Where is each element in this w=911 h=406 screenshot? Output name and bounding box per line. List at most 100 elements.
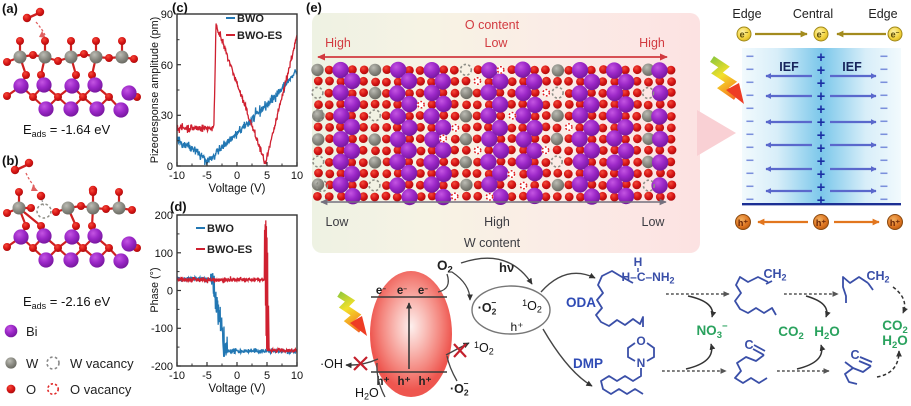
svg-text:Edge: Edge: [868, 7, 897, 21]
svg-text:O: O: [636, 334, 645, 348]
svg-text:e−: e−: [376, 285, 386, 297]
svg-text:C: C: [850, 348, 859, 362]
svg-text:60: 60: [161, 60, 173, 72]
svg-text:90: 90: [161, 9, 173, 21]
svg-text:Pizeoresponse amplitude (pm): Pizeoresponse amplitude (pm): [149, 17, 161, 163]
svg-text:0: 0: [234, 170, 240, 182]
svg-text:High: High: [639, 36, 665, 50]
svg-text:e−: e−: [891, 30, 900, 40]
svg-text:BWO: BWO: [237, 13, 264, 25]
svg-text:0: 0: [167, 161, 173, 173]
svg-text:BWO-ES: BWO-ES: [237, 30, 282, 42]
svg-text:+: +: [817, 115, 825, 131]
svg-text:hν: hν: [499, 260, 514, 275]
svg-text:30: 30: [161, 110, 173, 122]
svg-text:−: −: [746, 61, 754, 77]
svg-text:+: +: [817, 193, 825, 209]
svg-text:W content: W content: [464, 236, 521, 250]
svg-text:IEF: IEF: [842, 60, 862, 74]
svg-text:100: 100: [155, 248, 173, 260]
svg-text:H2O: H2O: [882, 333, 908, 351]
svg-text:−: −: [880, 191, 888, 207]
svg-text:−: −: [746, 165, 754, 181]
svg-text:−: −: [746, 87, 754, 103]
svg-text:−: −: [746, 191, 754, 207]
svg-text:Bi: Bi: [26, 324, 38, 339]
svg-text:O vacancy: O vacancy: [70, 382, 132, 397]
svg-text:+: +: [817, 180, 825, 196]
svg-text:DMP: DMP: [573, 356, 603, 371]
svg-text:+: +: [817, 63, 825, 79]
svg-text:e−: e−: [397, 285, 407, 297]
svg-text:−: −: [880, 61, 888, 77]
svg-text:h⁺: h⁺: [418, 376, 431, 388]
svg-text:Phase (°): Phase (°): [149, 267, 161, 312]
svg-text:h⁺: h⁺: [738, 218, 748, 228]
svg-text:-5: -5: [202, 170, 212, 182]
svg-text:CH2: CH2: [763, 267, 786, 283]
svg-text:H2O: H2O: [814, 324, 840, 342]
svg-text:-100: -100: [151, 323, 173, 335]
svg-text:Central: Central: [793, 7, 833, 21]
svg-text:C: C: [744, 338, 753, 352]
svg-text:−: −: [746, 100, 754, 116]
svg-text:(c): (c): [172, 0, 188, 15]
svg-text:(b): (b): [2, 153, 19, 168]
svg-text:h⁺: h⁺: [397, 376, 410, 388]
svg-text:-10: -10: [169, 170, 185, 182]
svg-text:−: −: [880, 113, 888, 129]
svg-text:Edge: Edge: [732, 7, 761, 21]
svg-text:−: −: [880, 100, 888, 116]
svg-text:5: 5: [264, 170, 270, 182]
svg-text:e−: e−: [817, 30, 826, 40]
svg-text:Low: Low: [642, 215, 666, 229]
svg-text:O content: O content: [465, 18, 520, 32]
svg-text:−: −: [880, 139, 888, 155]
svg-text:0: 0: [167, 286, 173, 298]
svg-text:+: +: [817, 167, 825, 183]
svg-text:5: 5: [264, 370, 270, 382]
svg-text:·OH: ·OH: [320, 357, 343, 371]
svg-text:0: 0: [234, 370, 240, 382]
svg-text:+: +: [817, 154, 825, 170]
svg-text:−: −: [880, 87, 888, 103]
svg-text:+: +: [817, 89, 825, 105]
svg-text:10: 10: [291, 370, 303, 382]
svg-text:+: +: [817, 141, 825, 157]
svg-text:−: −: [880, 126, 888, 142]
svg-text:(e): (e): [306, 0, 322, 15]
svg-text:-200: -200: [151, 361, 173, 373]
svg-text:−: −: [746, 113, 754, 129]
svg-text:High: High: [325, 36, 351, 50]
svg-text:H–C–NH2: H–C–NH2: [621, 270, 674, 286]
svg-text:−: −: [880, 152, 888, 168]
svg-text:High: High: [484, 215, 510, 229]
svg-text:BWO: BWO: [207, 223, 234, 235]
svg-text:H2O: H2O: [355, 386, 379, 401]
svg-text:1O2: 1O2: [474, 340, 494, 357]
svg-text:-5: -5: [202, 370, 212, 382]
svg-text:Voltage (V): Voltage (V): [209, 183, 266, 195]
svg-text:(a): (a): [2, 1, 18, 16]
svg-text:W vacancy: W vacancy: [70, 356, 134, 371]
svg-text:IEF: IEF: [779, 60, 799, 74]
svg-text:ODA: ODA: [566, 295, 596, 310]
svg-text:·O2−: ·O2−: [478, 298, 497, 317]
svg-text:+: +: [817, 76, 825, 92]
svg-text:+: +: [817, 128, 825, 144]
svg-text:−: −: [746, 178, 754, 194]
svg-text:N: N: [637, 356, 646, 370]
svg-text:CO2: CO2: [882, 318, 908, 336]
svg-text:Low: Low: [485, 36, 509, 50]
svg-text:CH2: CH2: [866, 269, 889, 285]
svg-text:−: −: [880, 165, 888, 181]
svg-text:h⁺: h⁺: [890, 218, 900, 228]
svg-text:H: H: [634, 255, 643, 269]
svg-text:·O2−: ·O2−: [450, 379, 469, 398]
svg-text:BWO-ES: BWO-ES: [207, 244, 252, 256]
svg-text:−: −: [746, 126, 754, 142]
svg-text:Low: Low: [326, 215, 350, 229]
svg-text:O: O: [26, 382, 36, 397]
svg-text:+: +: [817, 50, 825, 66]
svg-text:h⁺: h⁺: [816, 218, 826, 228]
